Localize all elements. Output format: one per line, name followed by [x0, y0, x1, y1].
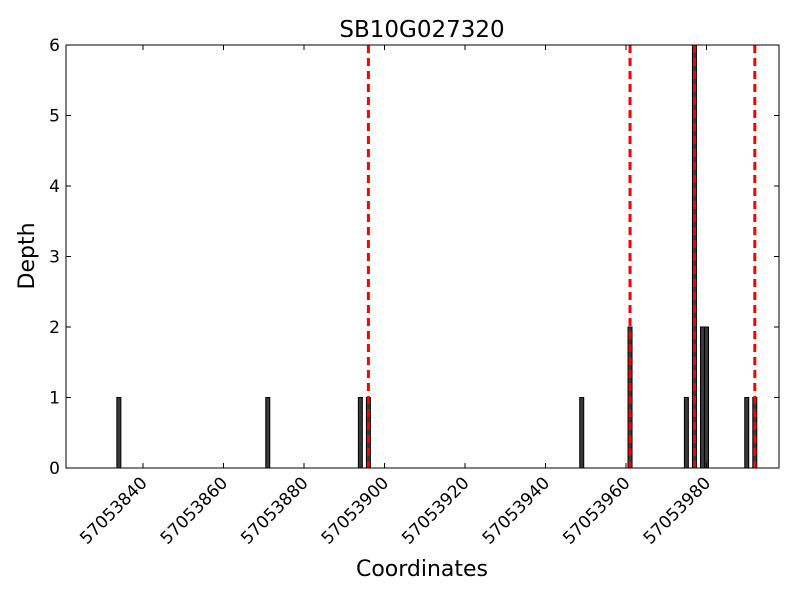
x-tick-label: 57053960 — [559, 473, 634, 548]
bar — [744, 397, 750, 469]
x-axis-label: Coordinates — [356, 557, 488, 582]
chart-title: SB10G027320 — [339, 17, 504, 43]
reference-lines-layer — [366, 45, 757, 468]
bar — [752, 397, 758, 469]
bar — [357, 397, 363, 469]
y-tick-label: 0 — [49, 459, 60, 479]
bar — [699, 326, 705, 469]
x-tick-label: 57053940 — [479, 473, 554, 548]
x-tick-label: 57053880 — [237, 473, 312, 548]
y-tick-label: 4 — [49, 177, 60, 197]
x-tick-label: 57053840 — [76, 473, 151, 548]
plot-area-frame — [65, 44, 780, 469]
y-tick-label: 5 — [49, 107, 60, 127]
bar — [683, 397, 689, 469]
x-tick-label: 57053900 — [318, 473, 393, 548]
y-axis-label: Depth — [15, 222, 40, 289]
x-tick-label: 57053980 — [640, 473, 715, 548]
x-tick-label: 57053920 — [398, 473, 473, 548]
y-tick-label: 6 — [49, 36, 60, 56]
x-axis-ticks: 57053840 57053860 57053880 57053900 57053920… — [76, 45, 715, 549]
bar — [265, 397, 271, 469]
bar — [365, 397, 371, 469]
bar — [704, 326, 709, 469]
bar — [116, 397, 122, 469]
y-tick-label: 3 — [49, 248, 60, 268]
x-tick-label: 57053860 — [157, 473, 232, 548]
y-axis-ticks: 0 1 2 3 4 5 6 — [49, 36, 779, 479]
y-tick-label: 2 — [49, 318, 60, 338]
bars-layer — [116, 44, 758, 469]
y-tick-label: 1 — [49, 389, 60, 409]
bar — [579, 397, 585, 469]
